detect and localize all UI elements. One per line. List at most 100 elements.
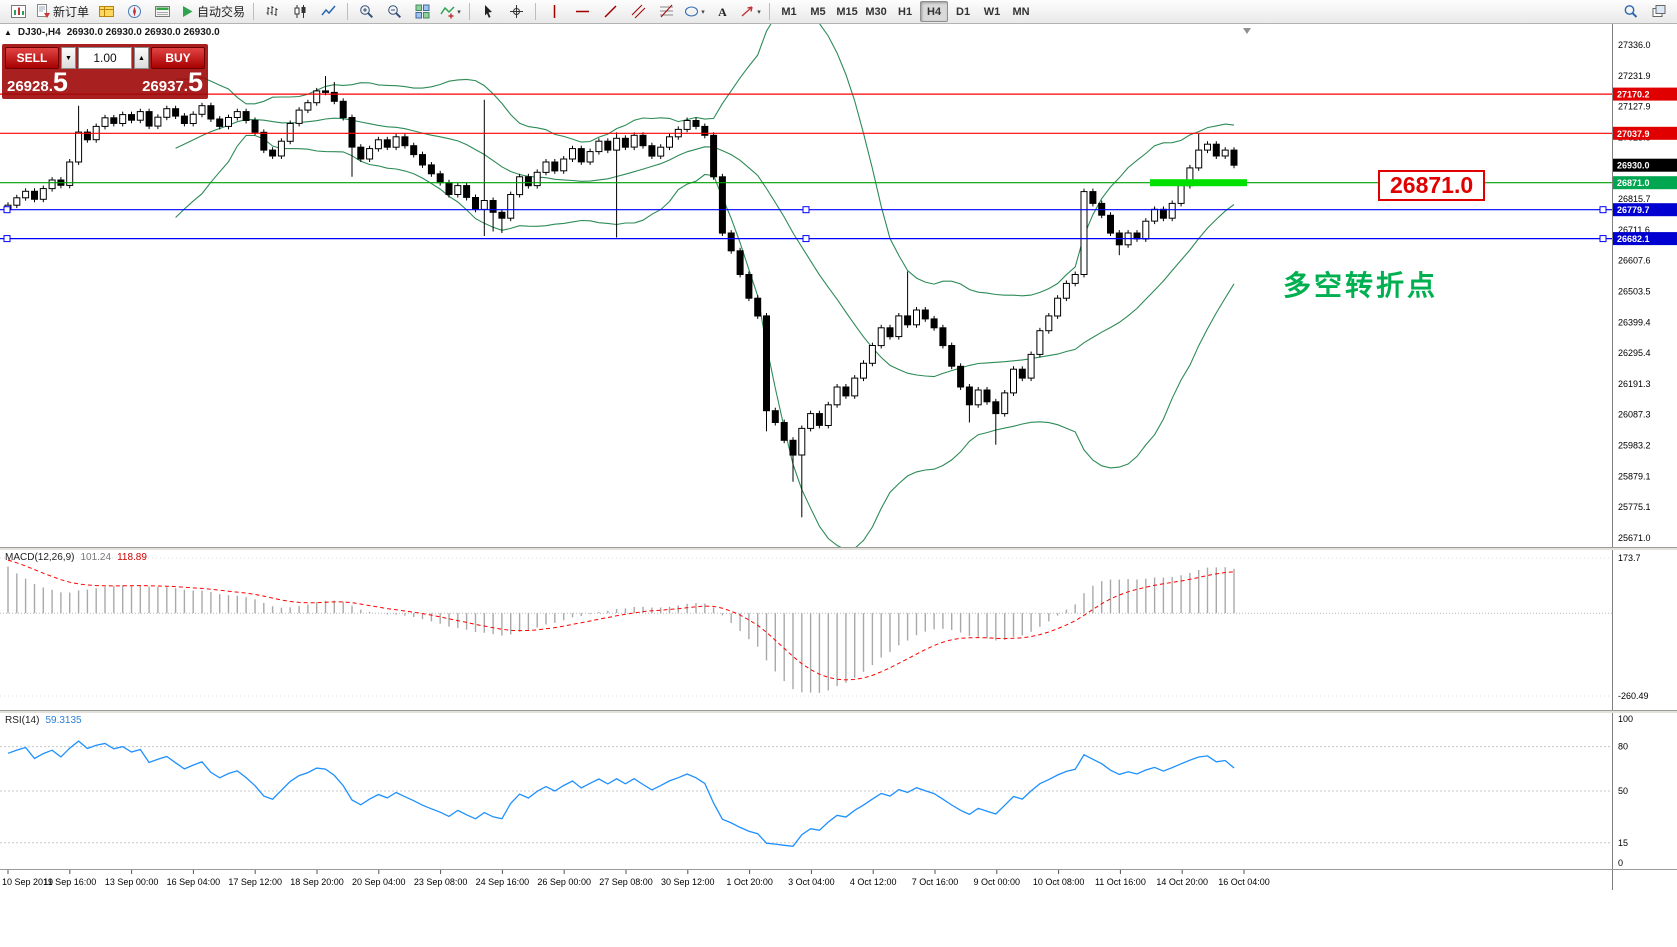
highlight-zone[interactable] — [1150, 179, 1247, 187]
support-line-1[interactable] — [0, 206, 1612, 214]
macd-panel[interactable]: 173.7 -260.49 MACD(12,26,9) 101.24 118.89 — [0, 550, 1677, 710]
search-button[interactable] — [1617, 1, 1644, 23]
shapes-button[interactable]: ▾ — [681, 1, 708, 23]
price-chart-svg: 27336.027231.927127.927023.826919.826815… — [0, 24, 1677, 547]
price-callout-label[interactable]: 26871.0 — [1378, 170, 1486, 201]
timeframe-button-m15[interactable]: M15 — [836, 5, 858, 18]
time-axis[interactable]: 10 Sep 2019 11 Sep 16:00 13 Sep 00:00 16 Se… — [0, 869, 1677, 890]
line-handle[interactable] — [3, 235, 11, 243]
zoom-out-button[interactable] — [381, 1, 408, 23]
svg-text:25775.1: 25775.1 — [1618, 502, 1651, 512]
toolbar-separator — [535, 3, 537, 20]
crosshair-button[interactable] — [503, 1, 530, 23]
new-order-button[interactable]: 新订单 — [33, 1, 92, 23]
line-handle[interactable] — [802, 206, 810, 214]
svg-text:26815.7: 26815.7 — [1618, 194, 1651, 204]
svg-text:26711.6: 26711.6 — [1618, 225, 1650, 235]
rsi-label: RSI(14) 59.3135 — [5, 715, 82, 726]
svg-text:26871.0: 26871.0 — [1617, 178, 1650, 188]
svg-text:26682.1: 26682.1 — [1617, 234, 1650, 244]
timeframe-button-m30[interactable]: M30 — [865, 5, 887, 18]
tile-windows-button[interactable] — [409, 1, 436, 23]
window-layout-button[interactable] — [1645, 1, 1672, 23]
bar-chart-button[interactable] — [259, 1, 286, 23]
indicators-button[interactable]: ▾ — [437, 1, 464, 23]
buy-button[interactable]: BUY — [151, 47, 205, 69]
arrow-tools-button[interactable]: ▾ — [737, 1, 764, 23]
rsi-line — [7, 740, 1235, 847]
new-chart-button[interactable] — [5, 1, 32, 23]
timeframe-button-mn[interactable]: MN — [1012, 5, 1030, 18]
candlestick-chart-button[interactable] — [287, 1, 314, 23]
timeframe-button-h1[interactable]: H1 — [898, 5, 913, 18]
timeframe-button-h4[interactable]: H4 — [920, 1, 949, 22]
svg-text:23 Sep 08:00: 23 Sep 08:00 — [414, 877, 468, 887]
autotrading-button[interactable]: 自动交易 — [177, 1, 248, 23]
macd-signal-value: 118.89 — [117, 552, 147, 563]
price-axis-labels: 27336.027231.927127.927023.826919.826815… — [1618, 40, 1651, 543]
svg-text:4 Oct 12:00: 4 Oct 12:00 — [850, 877, 897, 887]
sell-button[interactable]: SELL — [5, 47, 59, 69]
line-handle[interactable] — [3, 206, 11, 214]
one-click-trading-panel: SELL ▼ 1.00 ▲ BUY 26928.5 26937.5 — [2, 44, 208, 99]
price-badge: 26682.1 — [1613, 232, 1677, 246]
svg-text:18 Sep 20:00: 18 Sep 20:00 — [290, 877, 344, 887]
annotation-text[interactable]: 多空转折点 — [1283, 270, 1439, 301]
toolbar-right-group — [1617, 1, 1672, 23]
collapse-one-click-icon[interactable]: ▲ — [4, 28, 12, 37]
price-badge: 27037.9 — [1613, 126, 1677, 140]
zoom-in-button[interactable] — [353, 1, 380, 23]
line-handle[interactable] — [1599, 235, 1607, 243]
cursor-button[interactable] — [475, 1, 502, 23]
svg-text:26087.3: 26087.3 — [1618, 410, 1651, 420]
toolbar-left-group: 新订单 自动交易 ▾ ▾ A ▾ M1 M5 M15 M30 H1 H4 D1 W1 MN — [5, 1, 1035, 23]
timeframe-button-w1[interactable]: W1 — [983, 5, 1001, 18]
horizontal-line-button[interactable] — [569, 1, 596, 23]
svg-text:10 Oct 08:00: 10 Oct 08:00 — [1033, 877, 1085, 887]
fibonacci-button[interactable] — [653, 1, 680, 23]
symbol-period-label: DJ30-,H4 — [17, 27, 61, 38]
channel-button[interactable] — [625, 1, 652, 23]
line-chart-button[interactable] — [315, 1, 342, 23]
shift-marker-icon — [1243, 28, 1251, 34]
volume-input[interactable]: 1.00 — [78, 47, 132, 69]
svg-text:11 Oct 16:00: 11 Oct 16:00 — [1095, 877, 1146, 887]
svg-text:26 Sep 00:00: 26 Sep 00:00 — [537, 877, 591, 887]
svg-text:7 Oct 16:00: 7 Oct 16:00 — [912, 877, 959, 887]
svg-text:50: 50 — [1618, 786, 1628, 796]
svg-text:20 Sep 04:00: 20 Sep 04:00 — [352, 877, 406, 887]
terminal-button[interactable] — [149, 1, 176, 23]
main-chart-panel[interactable]: 27336.027231.927127.927023.826919.826815… — [0, 24, 1677, 547]
market-watch-button[interactable] — [93, 1, 120, 23]
svg-text:17 Sep 12:00: 17 Sep 12:00 — [228, 877, 282, 887]
toolbar-button-label: 自动交易 — [197, 5, 246, 19]
candlestick-series — [4, 76, 1238, 518]
chevron-down-icon: ▾ — [457, 8, 461, 16]
svg-text:27170.2: 27170.2 — [1617, 90, 1650, 100]
trendline-button[interactable] — [597, 1, 624, 23]
timeframe-button-m5[interactable]: M5 — [810, 5, 826, 18]
chevron-down-icon: ▾ — [701, 8, 705, 16]
svg-text:27336.0: 27336.0 — [1618, 40, 1651, 50]
text-label-button[interactable]: A — [709, 1, 736, 23]
svg-text:11 Sep 16:00: 11 Sep 16:00 — [43, 877, 96, 887]
toolbar-separator — [347, 3, 349, 20]
chart-title: ▲ DJ30-,H4 26930.0 26930.0 26930.0 26930… — [4, 27, 220, 38]
svg-text:26503.5: 26503.5 — [1618, 287, 1651, 297]
svg-text:27037.9: 27037.9 — [1617, 129, 1650, 139]
line-handle[interactable] — [1599, 206, 1607, 214]
timeframe-button-m1[interactable]: M1 — [781, 5, 797, 18]
sell-price: 26928.5 — [7, 67, 68, 97]
macd-main-value: 101.24 — [80, 552, 112, 563]
line-handle[interactable] — [802, 235, 810, 243]
volume-increase-button[interactable]: ▲ — [134, 47, 149, 69]
navigator-button[interactable] — [121, 1, 148, 23]
support-line-2[interactable] — [0, 235, 1612, 243]
timeframe-button-d1[interactable]: D1 — [956, 5, 971, 18]
vertical-line-button[interactable] — [541, 1, 568, 23]
svg-text:25671.0: 25671.0 — [1618, 533, 1651, 543]
rsi-panel[interactable]: 100 80 50 15 0 RSI(14) 59.3135 — [0, 713, 1677, 869]
volume-decrease-button[interactable]: ▼ — [61, 47, 76, 69]
toolbar: 新订单 自动交易 ▾ ▾ A ▾ M1 M5 M15 M30 H1 H4 D1 W1 MN — [0, 0, 1677, 24]
svg-text:10 Sep 2019: 10 Sep 2019 — [2, 877, 53, 887]
